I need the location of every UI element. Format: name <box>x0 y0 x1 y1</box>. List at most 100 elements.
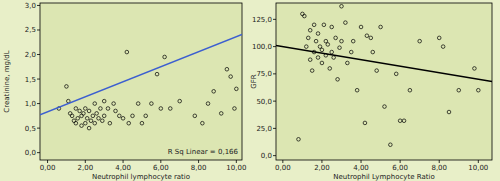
x-tick-label: 0,00 <box>40 164 56 172</box>
point-circle <box>389 143 393 147</box>
y-axis-label: Creatinine, mg/dL <box>3 50 11 113</box>
point-circle <box>328 67 332 71</box>
point-circle <box>106 107 110 111</box>
y-tick-label: 1,0 <box>25 100 36 108</box>
point-circle <box>316 32 320 36</box>
y-tick-label: 2,5 <box>25 26 36 34</box>
point-circle <box>65 85 69 89</box>
point-circle <box>225 67 229 71</box>
point-circle <box>155 72 159 76</box>
point-circle <box>159 107 163 111</box>
point-circle <box>93 121 97 125</box>
point-circle <box>346 61 350 65</box>
x-tick <box>400 160 401 163</box>
point-circle <box>150 102 154 106</box>
point-circle <box>144 114 148 118</box>
point-circle <box>369 36 373 40</box>
point-circle <box>330 25 334 29</box>
y-tick-label: 25,0 <box>256 125 272 133</box>
y-tick <box>273 19 276 20</box>
point-circle <box>93 102 97 106</box>
point-circle <box>338 46 342 50</box>
annotation: R Sq Linear = 0,166 <box>168 148 239 156</box>
point-circle <box>89 119 93 123</box>
y-tick-label: 0,0 <box>25 149 36 157</box>
point-circle <box>80 124 84 128</box>
y-tick <box>273 73 276 74</box>
x-tick <box>123 160 124 163</box>
x-tick <box>361 160 362 163</box>
point-circle <box>193 114 197 118</box>
point-circle <box>68 112 72 116</box>
point-circle <box>99 107 103 111</box>
point-circle <box>102 114 106 118</box>
point-circle <box>303 14 307 18</box>
point-circle <box>95 112 99 116</box>
point-circle <box>91 114 95 118</box>
point-circle <box>84 121 88 125</box>
point-circle <box>78 109 82 113</box>
point-circle <box>359 25 363 29</box>
x-tick <box>478 160 479 163</box>
x-tick-label: 8,00 <box>431 164 447 172</box>
y-tick <box>37 152 40 153</box>
y-tick-label: 75,0 <box>256 70 272 78</box>
point-circle <box>97 116 101 120</box>
point-circle <box>304 45 308 49</box>
point-circle <box>108 121 112 125</box>
x-axis-label: Neutrophil lymphocyte ratio <box>92 173 190 181</box>
y-tick-label: 50,0 <box>256 98 272 106</box>
fit-line <box>276 46 492 82</box>
point-circle <box>70 114 74 118</box>
point-circle <box>314 39 318 43</box>
point-circle <box>219 112 223 116</box>
y-tick-label: 0,0 <box>261 152 272 160</box>
point-circle <box>117 114 121 118</box>
point-circle <box>121 116 125 120</box>
x-tick <box>439 160 440 163</box>
y-tick <box>273 46 276 47</box>
point-circle <box>441 45 445 49</box>
point-circle <box>85 116 89 120</box>
point-circle <box>112 102 116 106</box>
x-tick <box>47 160 48 163</box>
point-circle <box>332 56 336 60</box>
y-tick-label: 100,0 <box>252 43 272 51</box>
point-circle <box>168 107 172 111</box>
y-tick <box>37 128 40 129</box>
x-tick-label: 2,00 <box>78 164 94 172</box>
point-circle <box>477 88 481 92</box>
point-circle <box>418 39 422 43</box>
point-circle <box>355 88 359 92</box>
point-circle <box>82 112 86 116</box>
point-circle <box>306 36 310 40</box>
point-circle <box>473 67 477 71</box>
y-tick <box>37 5 40 6</box>
x-tick-label: 10,00 <box>468 164 488 172</box>
x-axis-label: Neutrophil Lymphocyte Ratio <box>333 173 434 181</box>
y-tick-label: 125,0 <box>252 16 272 24</box>
point-circle <box>340 4 344 8</box>
point-circle <box>87 126 91 130</box>
point-circle <box>163 55 167 59</box>
point-circle <box>363 121 367 125</box>
x-tick <box>85 160 86 163</box>
point-circle <box>235 87 239 91</box>
point-circle <box>371 50 375 54</box>
point-circle <box>201 121 205 125</box>
y-axis-label: GFR <box>250 74 258 88</box>
point-circle <box>136 102 140 106</box>
point-circle <box>301 12 305 16</box>
plot-area <box>40 3 242 160</box>
point-circle <box>398 119 402 123</box>
point-circle <box>127 121 131 125</box>
point-circle <box>330 50 334 54</box>
x-tick <box>160 160 161 163</box>
point-circle <box>76 116 80 120</box>
point-circle <box>349 50 353 54</box>
y-tick-label: 2,0 <box>25 51 36 59</box>
marks <box>276 4 492 146</box>
x-tick-label: 4,00 <box>115 164 131 172</box>
point-circle <box>375 69 379 73</box>
point-circle <box>316 56 320 60</box>
